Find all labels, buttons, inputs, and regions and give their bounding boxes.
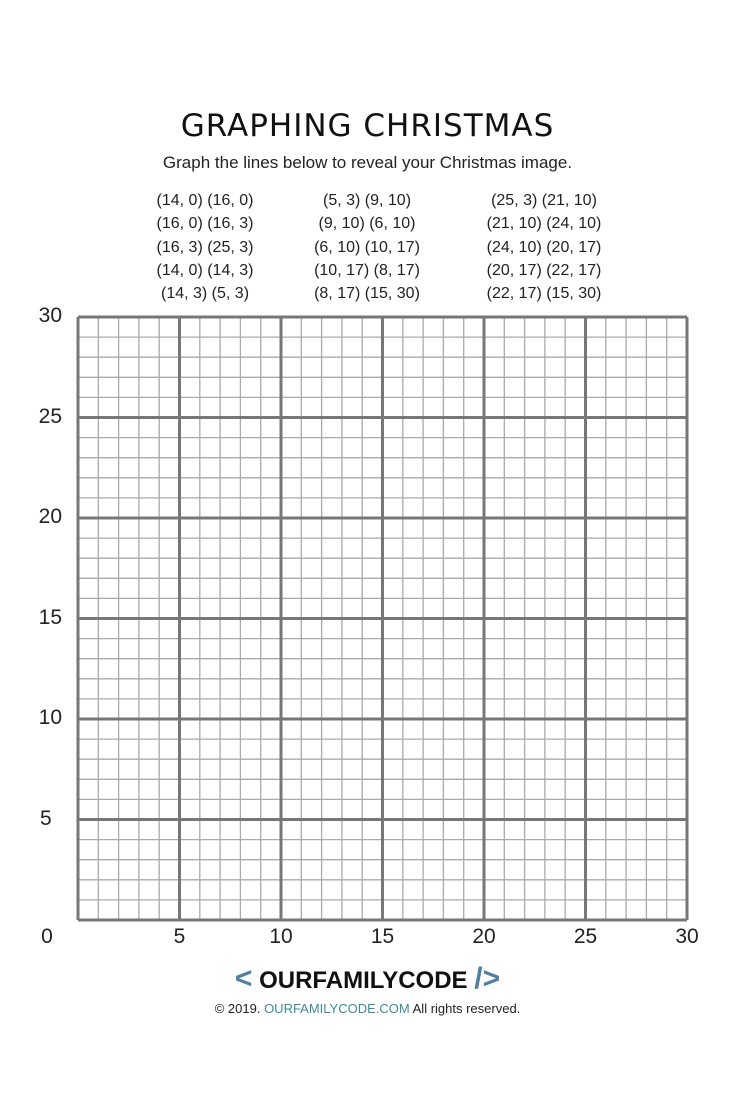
y-axis-label: 20 (38, 505, 62, 528)
coordinate-pair: (14, 0) (14, 3) (156, 261, 254, 279)
coordinate-pair: (22, 17) (15, 30) (486, 285, 602, 303)
coordinate-column-2: (5, 3) (9, 10) (9, 10) (6, 10) (6, 10) (… (277, 189, 457, 305)
site-link[interactable]: OURFAMILYCODE.COM (264, 1001, 410, 1016)
y-axis-label: 10 (38, 706, 62, 729)
coordinate-pair: (16, 0) (16, 3) (156, 215, 254, 233)
y-axis-label: 5 (40, 806, 52, 830)
coordinate-pair: (9, 10) (6, 10) (318, 215, 416, 233)
y-axis-label: 25 (38, 404, 62, 428)
coordinate-column-3: (25, 3) (21, 10) (21, 10) (24, 10) (24, … (454, 189, 634, 305)
page-title: GRAPHING CHRISTMAS (180, 108, 555, 144)
coordinate-column-1: (14, 0) (16, 0) (16, 0) (16, 3) (16, 3) … (115, 189, 295, 305)
coordinate-pair: (20, 17) (22, 17) (486, 261, 602, 279)
x-axis-label: 5 (173, 925, 186, 948)
logo: < OURFAMILYCODE /> (0, 962, 735, 996)
x-axis-label: 30 (675, 925, 699, 948)
logo-text: OURFAMILYCODE (259, 967, 468, 994)
logo-bracket-left: < (234, 962, 253, 995)
x-axis-label: 15 (370, 925, 395, 948)
y-axis-label: 15 (38, 605, 62, 629)
x-axis-label: 20 (472, 925, 496, 948)
coordinate-pair: (14, 3) (5, 3) (160, 285, 250, 303)
coordinate-pair: (5, 3) (9, 10) (322, 192, 412, 209)
coordinate-pair: (16, 3) (25, 3) (156, 238, 254, 256)
instructions: Graph the lines below to reveal your Chr… (162, 153, 573, 172)
coordinate-pair: (25, 3) (21, 10) (491, 192, 597, 209)
copyright-prefix: © 2019. (214, 1001, 261, 1016)
coordinate-pair: (14, 0) (16, 0) (156, 192, 254, 209)
x-axis-label: 10 (269, 925, 293, 948)
copyright-suffix: All rights reserved. (412, 1001, 521, 1016)
x-axis-label: 0 (41, 925, 53, 948)
logo-bracket-right: /> (474, 962, 501, 995)
coordinate-pair: (10, 17) (8, 17) (314, 261, 420, 279)
coordinate-pair: (6, 10) (10, 17) (314, 238, 420, 256)
coordinate-pair: (8, 17) (15, 30) (314, 285, 420, 303)
y-axis-label: 30 (38, 304, 62, 327)
x-axis-label: 25 (573, 925, 598, 948)
coordinate-pair: (24, 10) (20, 17) (486, 238, 602, 256)
copyright: © 2019. OURFAMILYCODE.COM All rights res… (0, 1001, 735, 1016)
coordinate-pair: (21, 10) (24, 10) (486, 215, 602, 233)
